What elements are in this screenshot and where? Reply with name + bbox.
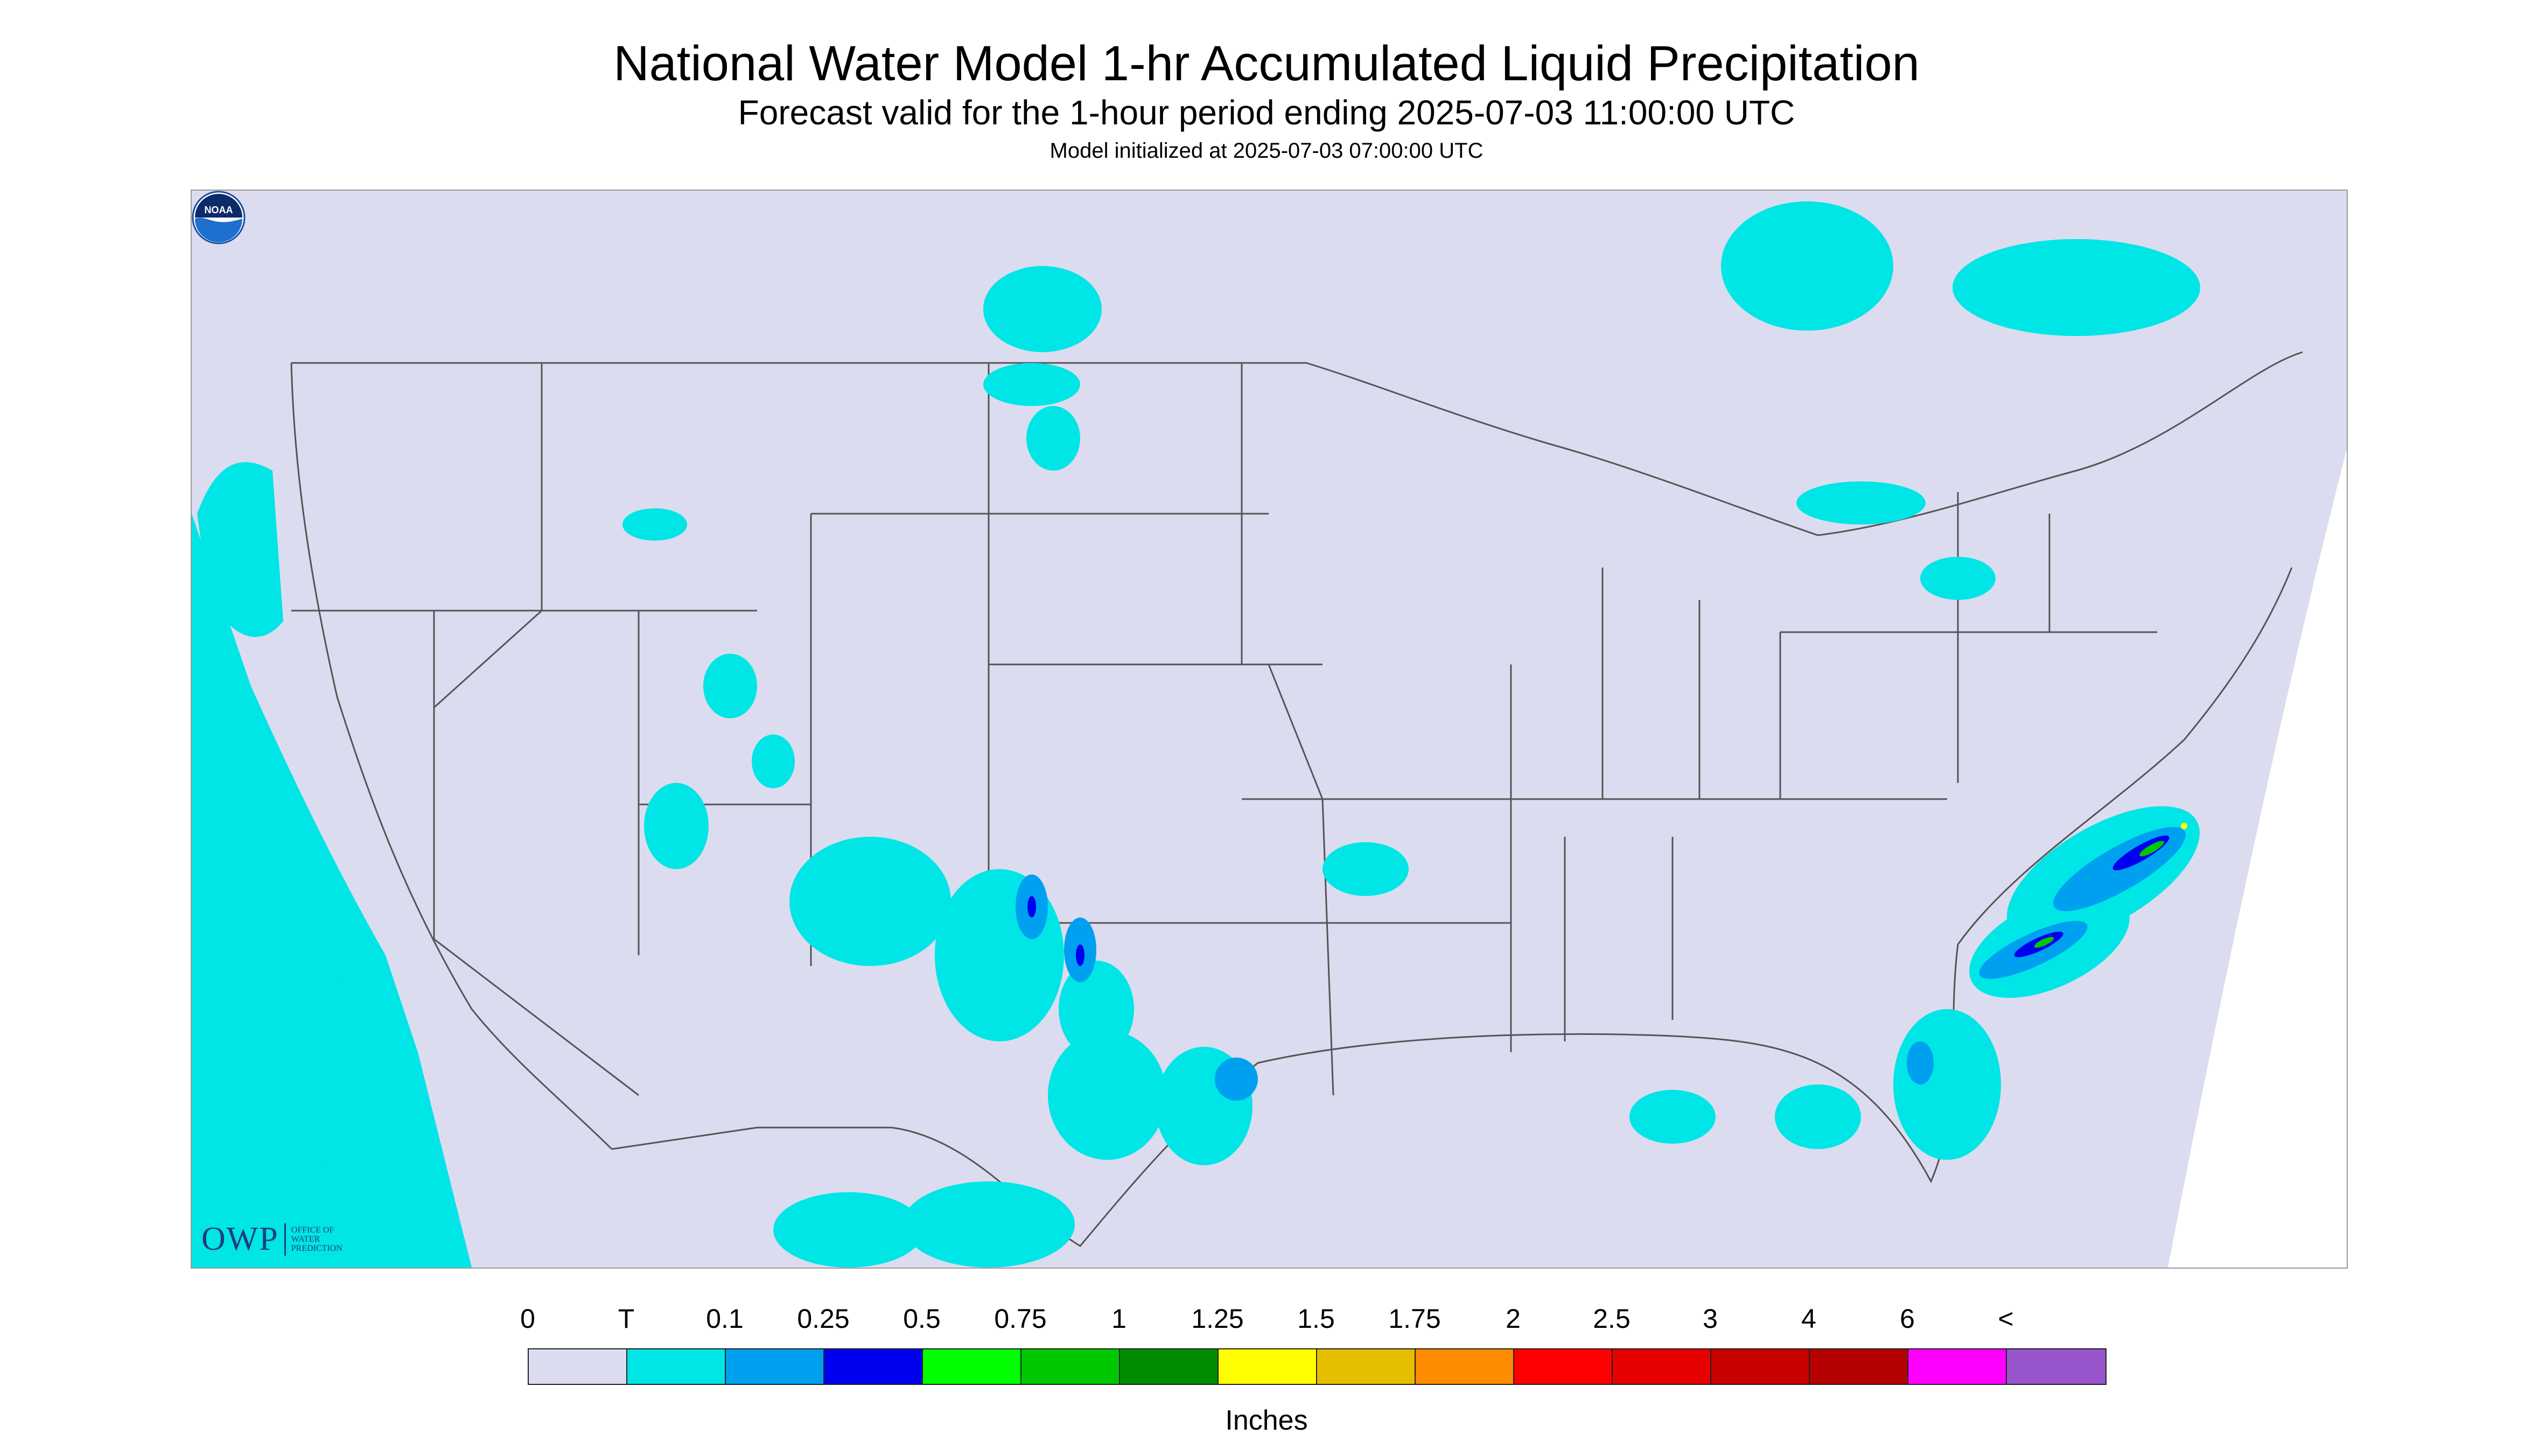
legend-label: 0.5 — [903, 1304, 941, 1334]
noaa-logo: NOAA — [192, 191, 246, 244]
legend-swatch — [1908, 1349, 2007, 1384]
owp-logo-divider — [284, 1223, 286, 1256]
legend-swatch — [1219, 1349, 1317, 1384]
legend-swatch — [1514, 1349, 1613, 1384]
owp-logo-line: OFFICE OF — [291, 1226, 334, 1235]
legend-label: 6 — [1900, 1304, 1915, 1334]
map-subtitle: Forecast valid for the 1-hour period end… — [738, 93, 1795, 132]
legend-swatch — [1613, 1349, 1711, 1384]
legend-units: Inches — [1225, 1405, 1308, 1436]
legend-color-bar — [528, 1348, 2107, 1385]
legend-label: 1.75 — [1388, 1304, 1441, 1334]
owp-logo-line: WATER — [291, 1235, 320, 1244]
map-title: National Water Model 1-hr Accumulated Li… — [613, 36, 1920, 91]
owp-logo-subtext: OFFICE OF WATER PREDICTION — [291, 1226, 361, 1253]
legend-swatch — [923, 1349, 1021, 1384]
map-canvas — [192, 191, 2347, 1268]
legend-swatch — [1317, 1349, 1416, 1384]
precipitation-map: OWP OFFICE OF WATER PREDICTION NOAA — [191, 190, 2348, 1269]
legend-label: 2.5 — [1593, 1304, 1631, 1334]
legend-swatch — [529, 1349, 627, 1384]
precip-heavy-areas — [2034, 841, 2164, 948]
legend-swatch — [1810, 1349, 1908, 1384]
legend-swatch — [1711, 1349, 1810, 1384]
legend-swatch — [2007, 1349, 2105, 1384]
precip-intense-areas — [2181, 823, 2187, 829]
owp-logo-text: OWP — [201, 1221, 279, 1257]
legend-swatch — [1416, 1349, 1514, 1384]
legend-label: 1.5 — [1297, 1304, 1335, 1334]
noaa-logo-text: NOAA — [205, 205, 233, 215]
legend-label: 0.1 — [706, 1304, 744, 1334]
legend-swatch — [726, 1349, 824, 1384]
legend-swatch — [1021, 1349, 1120, 1384]
legend-label: 1.25 — [1191, 1304, 1244, 1334]
legend-label: < — [1998, 1304, 2014, 1334]
model-domain — [192, 191, 2347, 1268]
legend-label: 1 — [1111, 1304, 1126, 1334]
owp-logo: OWP OFFICE OF WATER PREDICTION — [201, 1220, 361, 1258]
owp-logo-line: PREDICTION — [291, 1244, 342, 1253]
legend-swatch — [1120, 1349, 1219, 1384]
model-init-text: Model initialized at 2025-07-03 07:00:00… — [1049, 139, 1484, 163]
state-boundaries — [290, 351, 2303, 1247]
legend-label: 3 — [1703, 1304, 1718, 1334]
legend-swatch — [824, 1349, 923, 1384]
legend-label: T — [618, 1304, 635, 1334]
legend-label: 0 — [520, 1304, 535, 1334]
legend-label: 4 — [1801, 1304, 1816, 1334]
legend-label: 2 — [1506, 1304, 1521, 1334]
legend-swatch — [627, 1349, 726, 1384]
legend-label: 0.25 — [797, 1304, 850, 1334]
legend-label: 0.75 — [994, 1304, 1047, 1334]
